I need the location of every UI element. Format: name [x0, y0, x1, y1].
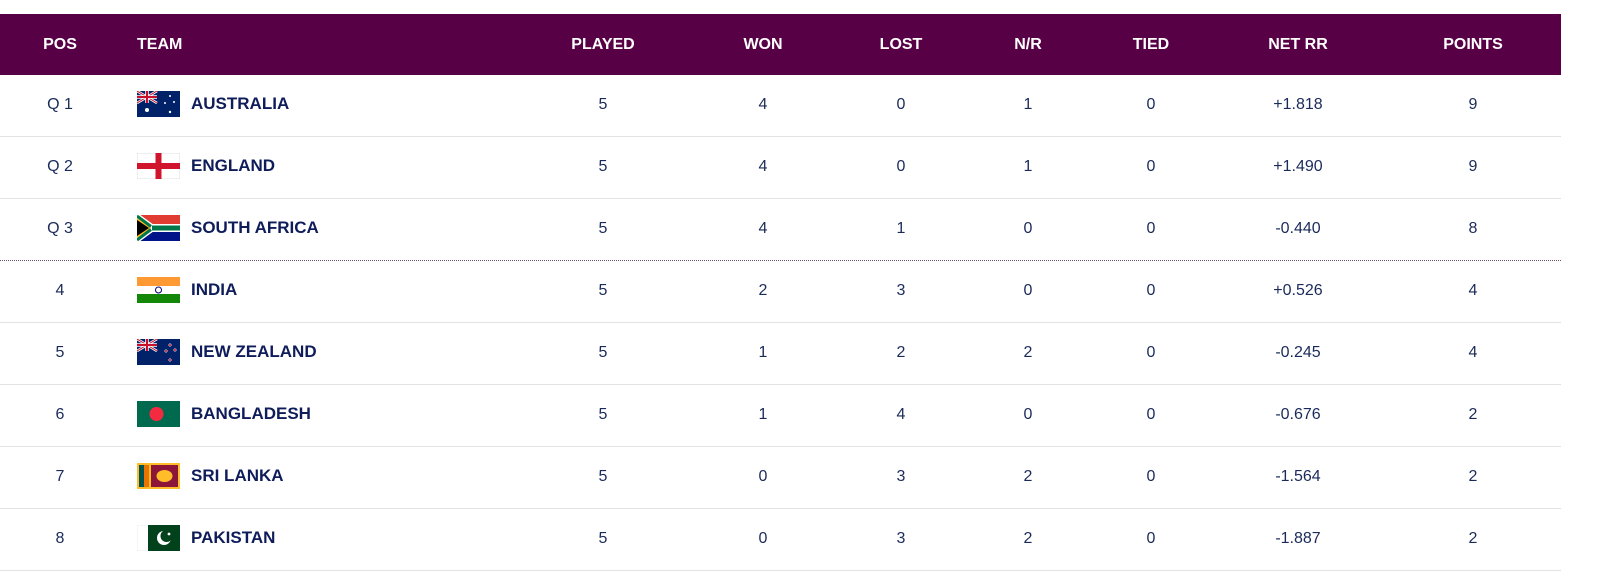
- cell-tied: 0: [1146, 406, 1156, 423]
- cell-tied: 0: [1146, 530, 1156, 547]
- cell-tied: 0: [1146, 96, 1156, 113]
- cell-lost: 3: [896, 468, 906, 485]
- cell-netrr: +0.526: [1273, 282, 1323, 299]
- team-name[interactable]: PAKISTAN: [191, 528, 276, 547]
- cell-lost: 4: [896, 406, 906, 423]
- table-row[interactable]: Q 3 5 4 1 0 0 -0.440 8 SOUTH AFRICA: [0, 199, 1561, 261]
- cell-won: 0: [758, 468, 768, 485]
- cell-pos: 8: [55, 530, 65, 547]
- cell-lost: 0: [896, 96, 906, 113]
- cell-nr: 1: [1023, 158, 1033, 175]
- cell-played: 5: [598, 282, 608, 299]
- header-pos[interactable]: POS: [43, 36, 77, 53]
- team-name[interactable]: BANGLADESH: [191, 404, 311, 423]
- cell-won: 1: [758, 406, 768, 423]
- cell-won: 1: [758, 344, 768, 361]
- header-tied[interactable]: TIED: [1132, 36, 1170, 53]
- cell-pos: 6: [55, 406, 65, 423]
- cell-points: 4: [1468, 282, 1478, 299]
- cell-nr: 1: [1023, 96, 1033, 113]
- cell-netrr: +1.818: [1273, 96, 1323, 113]
- table-row[interactable]: 6 5 1 4 0 0 -0.676 2 BANGLADESH: [0, 385, 1561, 447]
- cell-lost: 1: [896, 220, 906, 237]
- new-zealand-flag-icon: [137, 339, 180, 365]
- header-nr[interactable]: N/R: [1014, 36, 1042, 53]
- cell-lost: 3: [896, 530, 906, 547]
- cell-points: 4: [1468, 344, 1478, 361]
- table-row[interactable]: Q 1 5 4 0 1 0 +1.818 9 AUSTRALIA: [0, 75, 1561, 137]
- australia-flag-icon: [137, 91, 180, 117]
- india-flag-icon: [137, 277, 180, 303]
- cell-points: 2: [1468, 406, 1478, 423]
- sri-lanka-flag-icon: [137, 463, 180, 489]
- cell-pos: Q 2: [47, 158, 73, 175]
- cell-lost: 2: [896, 344, 906, 361]
- cell-pos: 5: [55, 344, 65, 361]
- cell-pos: Q 3: [47, 220, 73, 237]
- cell-won: 4: [758, 220, 768, 237]
- team-name[interactable]: NEW ZEALAND: [191, 342, 317, 361]
- table-row[interactable]: 8 5 0 3 2 0 -1.887 2 PAKISTAN: [0, 509, 1561, 571]
- table-row[interactable]: 4 5 2 3 0 0 +0.526 4 INDIA: [0, 261, 1561, 323]
- cell-won: 2: [758, 282, 768, 299]
- team-name[interactable]: SRI LANKA: [191, 466, 284, 485]
- cell-won: 4: [758, 158, 768, 175]
- cell-netrr: -1.887: [1275, 530, 1321, 547]
- cell-won: 0: [758, 530, 768, 547]
- south-africa-flag-icon: [137, 215, 180, 241]
- cell-points: 2: [1468, 468, 1478, 485]
- cell-tied: 0: [1146, 344, 1156, 361]
- header-played[interactable]: PLAYED: [571, 36, 635, 53]
- standings-table: POS TEAM PLAYED WON LOST N/R TIED NET RR…: [0, 14, 1561, 571]
- header-won[interactable]: WON: [743, 36, 783, 53]
- cell-netrr: +1.490: [1273, 158, 1323, 175]
- header-points[interactable]: POINTS: [1443, 36, 1503, 53]
- team-name[interactable]: SOUTH AFRICA: [191, 218, 319, 237]
- cell-played: 5: [598, 468, 608, 485]
- cell-points: 9: [1468, 96, 1478, 113]
- cell-nr: 2: [1023, 468, 1033, 485]
- cell-nr: 2: [1023, 530, 1033, 547]
- cell-played: 5: [598, 96, 608, 113]
- cell-points: 9: [1468, 158, 1478, 175]
- england-flag-icon: [137, 153, 180, 179]
- table-row[interactable]: 5 5 1 2 2 0 -0.245 4 NEW ZEALAND: [0, 323, 1561, 385]
- cell-played: 5: [598, 406, 608, 423]
- table-header: POS TEAM PLAYED WON LOST N/R TIED NET RR…: [0, 14, 1561, 75]
- cell-played: 5: [598, 158, 608, 175]
- team-name[interactable]: INDIA: [191, 280, 238, 299]
- cell-pos: 4: [55, 282, 65, 299]
- header-net-rr[interactable]: NET RR: [1268, 36, 1328, 53]
- cell-netrr: -0.676: [1275, 406, 1321, 423]
- team-name[interactable]: ENGLAND: [191, 156, 276, 175]
- cell-points: 2: [1468, 530, 1478, 547]
- cell-lost: 0: [896, 158, 906, 175]
- cell-tied: 0: [1146, 220, 1156, 237]
- table-row[interactable]: Q 2 5 4 0 1 0 +1.490 9 ENGLAND: [0, 137, 1561, 199]
- cell-pos: Q 1: [47, 96, 73, 113]
- cell-nr: 0: [1023, 282, 1033, 299]
- cell-points: 8: [1468, 220, 1478, 237]
- cell-pos: 7: [55, 468, 65, 485]
- cell-lost: 3: [896, 282, 906, 299]
- table-row[interactable]: 7 5 0 3 2 0 -1.564 2 SRI LANKA: [0, 447, 1561, 509]
- pakistan-flag-icon: [137, 525, 180, 551]
- cell-netrr: -1.564: [1275, 468, 1321, 485]
- header-team[interactable]: TEAM: [137, 36, 183, 53]
- cell-netrr: -0.440: [1275, 220, 1321, 237]
- bangladesh-flag-icon: [137, 401, 180, 427]
- cell-played: 5: [598, 344, 608, 361]
- cell-nr: 0: [1023, 406, 1033, 423]
- team-name[interactable]: AUSTRALIA: [191, 94, 290, 113]
- header-lost[interactable]: LOST: [879, 36, 923, 53]
- cell-tied: 0: [1146, 282, 1156, 299]
- cell-nr: 0: [1023, 220, 1033, 237]
- cell-tied: 0: [1146, 158, 1156, 175]
- cell-won: 4: [758, 96, 768, 113]
- cell-nr: 2: [1023, 344, 1033, 361]
- cell-played: 5: [598, 220, 608, 237]
- cell-played: 5: [598, 530, 608, 547]
- cell-tied: 0: [1146, 468, 1156, 485]
- cell-netrr: -0.245: [1275, 344, 1321, 361]
